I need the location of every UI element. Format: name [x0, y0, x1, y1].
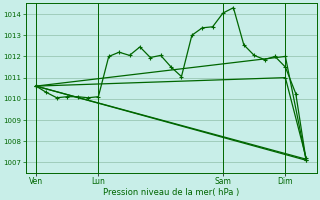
X-axis label: Pression niveau de la mer( hPa ): Pression niveau de la mer( hPa ) — [103, 188, 239, 197]
